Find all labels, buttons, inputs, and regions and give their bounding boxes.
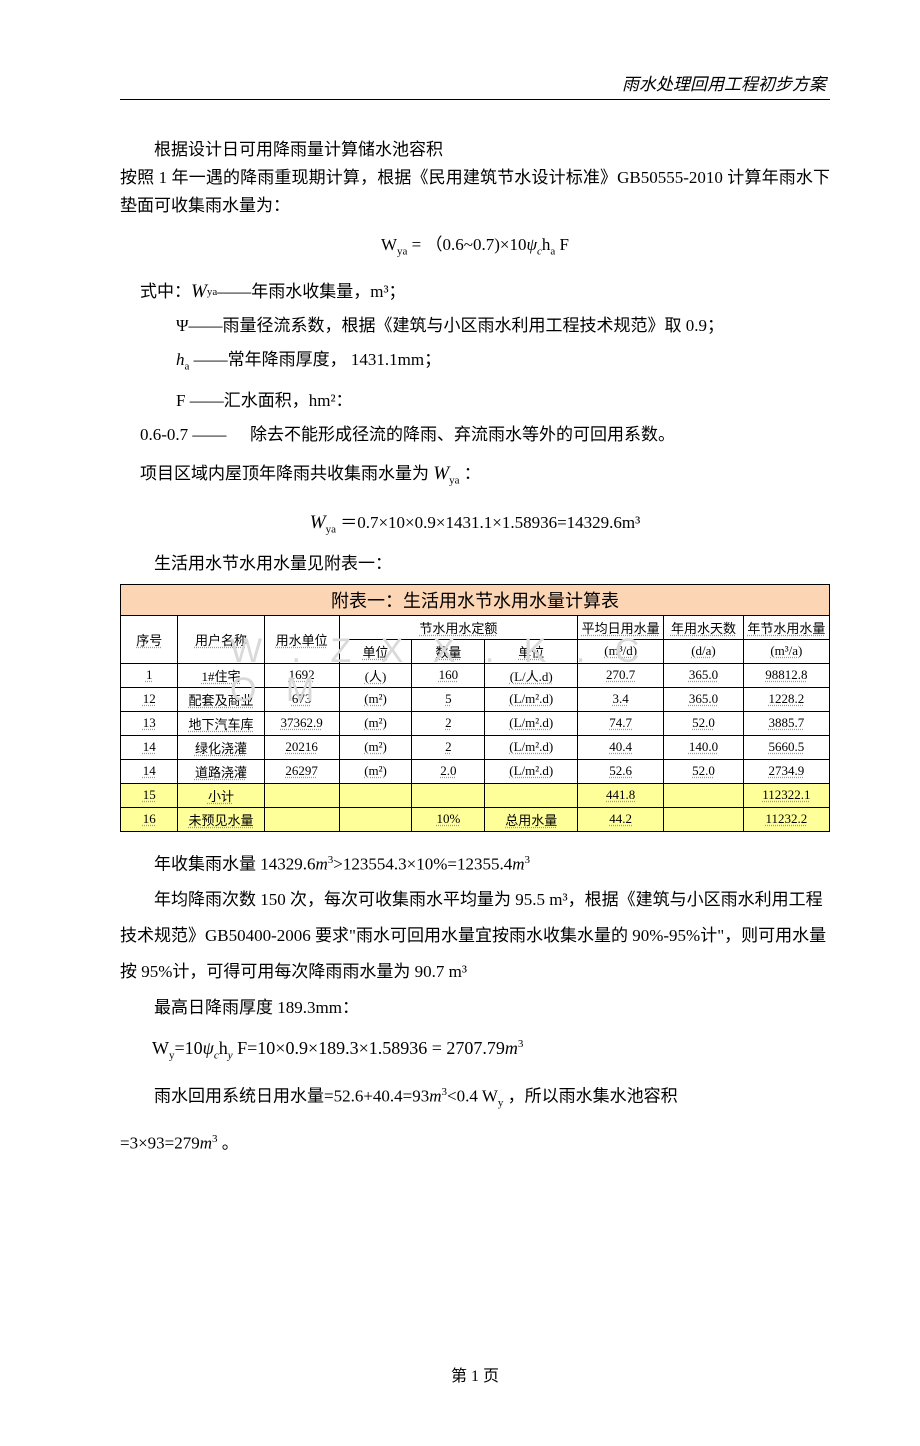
def-wya-dash: —— <box>217 275 251 309</box>
th-u1: 单位 <box>339 639 412 663</box>
formula-mid: = （0.6~0.7)×10 <box>412 235 527 254</box>
intro-line-2: 按照 1 年一遇的降雨重现期计算，根据《民用建筑节水设计标准》GB50555-2… <box>120 164 830 220</box>
def-ha-sym: h <box>176 350 185 369</box>
def-coef-txt: 除去不能形成径流的降雨、弃流雨水等外的可回用系数。 <box>250 418 675 452</box>
formula-f: F <box>555 235 569 254</box>
s3-l2: 年均降雨次数 150 次，每次可收集雨水平均量为 95.5 m³，根据《建筑与小… <box>120 882 830 990</box>
def-wya-sym: W <box>191 275 207 309</box>
def-psi-sym: Ψ—— <box>120 309 223 343</box>
table-row: 13地下汽车库37362.9(m²)2(L/m².d)74.752.03885.… <box>121 711 830 735</box>
th-year: 年节水用水量 <box>743 615 829 639</box>
def-wya-sub: ya <box>207 275 217 309</box>
formula-wy: Wy=10ψchy F=10×0.9×189.3×1.58936 = 2707.… <box>120 1026 830 1074</box>
header-rule <box>120 99 830 100</box>
th-user: 用户名称 <box>178 615 264 663</box>
table-subtotal-row: 15小计441.8112322.1 <box>121 783 830 807</box>
formula-psi: ψ <box>526 235 537 254</box>
s3-l5: =3×93=279m3 。 <box>120 1121 830 1162</box>
table-row: 14道路浇灌26297(m²)2.0(L/m².d)52.652.02734.9 <box>121 759 830 783</box>
formula-w: W <box>381 235 397 254</box>
s2-w-sub: ya <box>449 474 459 486</box>
th-quota: 节水用水定额 <box>339 615 578 639</box>
f2-body: ＝0.7×10×0.9×1431.1×1.58936=14329.6m³ <box>336 513 640 532</box>
s2-l1a: 项目区域内屋顶年降雨共收集雨水量为 <box>140 464 429 483</box>
intro-line-1: 根据设计日可用降雨量计算储水池容积 <box>120 136 830 164</box>
th-avg: 平均日用水量 <box>578 615 664 639</box>
section3: 年收集雨水量 14329.6m3>123554.3×10%=12355.4m3 … <box>120 842 830 1162</box>
th-u2: 数量 <box>412 639 485 663</box>
th-u5: (m³/d) <box>578 639 664 663</box>
table-unforeseen-row: 16未预见水量10%总用水量44.211232.2 <box>121 807 830 831</box>
def-wya-txt: 年雨水收集量，m³； <box>251 275 405 309</box>
def-f-txt: 汇水面积，hm²： <box>224 384 353 418</box>
th-u3: 单位 <box>485 639 578 663</box>
th-days: 年用水天数 <box>664 615 744 639</box>
def-ha-dash: —— <box>189 350 227 369</box>
th-seq: 序号 <box>121 615 178 663</box>
s2-w: W <box>433 463 449 484</box>
def-psi-txt: 雨量径流系数，根据《建筑与小区雨水利用工程技术规范》取 0.9； <box>223 309 725 343</box>
water-usage-table: 附表一：生活用水节水用水量计算表 序号 用户名称 用水单位 节水用水定额 平均日… <box>120 584 830 832</box>
document-page: 雨水处理回用工程初步方案 根据设计日可用降雨量计算储水池容积 按照 1 年一遇的… <box>0 0 920 1446</box>
formula-wya: Wya = （0.6~0.7)×10ψcha F <box>120 230 830 257</box>
f2-sub: ya <box>326 524 336 536</box>
defs-intro: 式中： <box>120 275 191 309</box>
s3-l3: 最高日降雨厚度 189.3mm： <box>120 990 830 1026</box>
table-row: 11#住宅1692(人)160(L/人.d)270.7365.098812.8 <box>121 663 830 687</box>
section2-line1: 项目区域内屋顶年降雨共收集雨水量为 Wya ： <box>120 460 830 494</box>
formula-wya-value: Wya ＝0.7×10×0.9×1431.1×1.58936=14329.6m³ <box>120 508 830 535</box>
table-title: 附表一：生活用水节水用水量计算表 <box>121 584 830 615</box>
definitions-block: 式中： Wya —— 年雨水收集量，m³； Ψ—— 雨量径流系数，根据《建筑与小… <box>120 275 830 451</box>
def-ha-txt: 常年降雨厚度， 1431.1mm； <box>228 343 441 383</box>
header-title: 雨水处理回用工程初步方案 <box>120 70 830 95</box>
th-u7: (m³/a) <box>743 639 829 663</box>
page-footer: 第 1 页 <box>120 1362 830 1386</box>
th-unit: 用水单位 <box>264 615 339 663</box>
def-ha-wrap: ha —— <box>120 343 228 383</box>
table-header-row: 序号 用户名称 用水单位 节水用水定额 平均日用水量 年用水天数 年节水用水量 <box>121 615 830 639</box>
s3-l4: 雨水回用系统日用水量=52.6+40.4=93m3<0.4 Wy ，所以雨水集水… <box>120 1074 830 1121</box>
section2-line3: 生活用水节水用水量见附表一： <box>120 550 830 578</box>
s3-l1: 年收集雨水量 14329.6m3>123554.3×10%=12355.4m3 <box>120 842 830 883</box>
th-u6: (d/a) <box>664 639 744 663</box>
def-f-sym: F —— <box>120 384 224 418</box>
s2-l1b: ： <box>464 464 481 483</box>
f2-w: W <box>310 512 326 533</box>
table-row: 14绿化浇灌20216(m²)2(L/m².d)40.4140.05660.5 <box>121 735 830 759</box>
def-coef-sym: 0.6-0.7 —— <box>120 418 250 452</box>
formula-sub-ya: ya <box>397 245 407 257</box>
table-row: 12配套及商业673(m²)5(L/m².d)3.4365.01228.2 <box>121 687 830 711</box>
